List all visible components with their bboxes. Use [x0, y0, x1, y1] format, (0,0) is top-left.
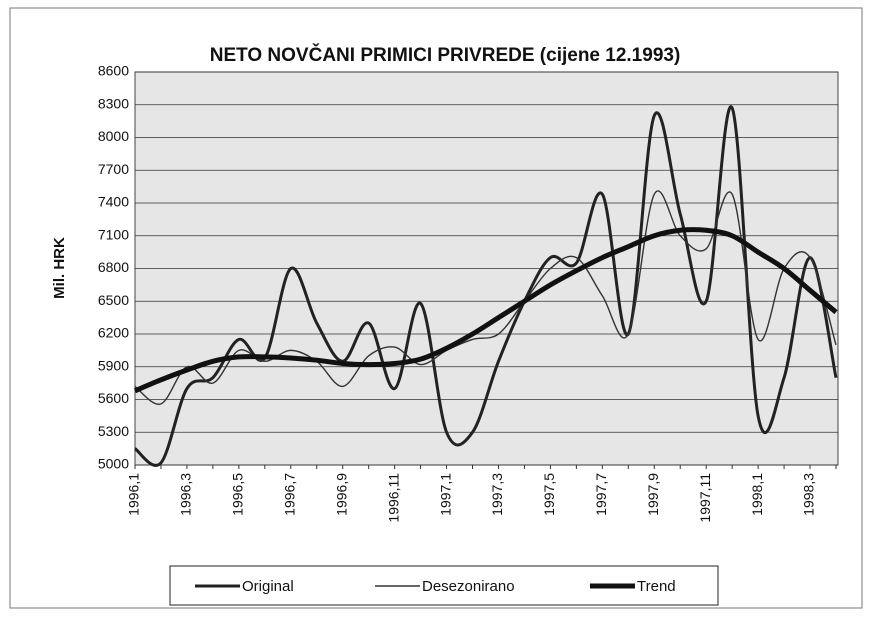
x-tick-label: 1996,1: [126, 473, 142, 516]
x-tick-label: 1997,7: [593, 473, 609, 516]
y-tick-label: 5300: [98, 423, 129, 439]
legend-label: Desezonirano: [422, 578, 515, 595]
series-line: [134, 105, 838, 467]
legend-label: Trend: [637, 578, 676, 595]
y-tick-label: 5000: [98, 456, 129, 472]
y-tick-label: 8000: [98, 128, 129, 144]
y-tick-label: 5900: [98, 357, 129, 373]
x-tick-label: 1997,3: [489, 473, 505, 516]
x-tick-label: 1997,1: [437, 473, 453, 516]
y-tick-label: 6200: [98, 325, 129, 341]
series-line: [134, 227, 838, 394]
y-tick-label: 7100: [98, 226, 129, 242]
y-axis-label: Mil. HRK: [51, 237, 68, 299]
x-tick-label: 1998,1: [749, 473, 765, 516]
series-line: [134, 190, 837, 405]
x-tick-label: 1996,7: [281, 473, 297, 516]
chart-title: NETO NOVČANI PRIMICI PRIVREDE (cijene 12…: [210, 44, 681, 66]
y-tick-label: 8600: [98, 63, 129, 79]
y-tick-label: 7400: [98, 194, 129, 210]
y-tick-label: 8300: [98, 95, 129, 111]
x-tick-label: 1996,11: [385, 473, 401, 523]
y-tick-label: 7700: [98, 161, 129, 177]
x-tick-label: 1997,9: [645, 473, 661, 516]
x-tick-label: 1996,3: [178, 473, 194, 516]
y-tick-label: 6800: [98, 259, 129, 275]
x-tick-label: 1998,3: [801, 473, 817, 516]
y-tick-label: 6500: [98, 292, 129, 308]
x-tick-label: 1997,5: [541, 473, 557, 516]
y-tick-label: 5600: [98, 390, 129, 406]
x-tick-label: 1997,11: [697, 473, 713, 523]
x-tick-label: 1996,9: [333, 473, 349, 516]
legend-label: Original: [242, 578, 294, 595]
x-tick-label: 1996,5: [230, 473, 246, 516]
